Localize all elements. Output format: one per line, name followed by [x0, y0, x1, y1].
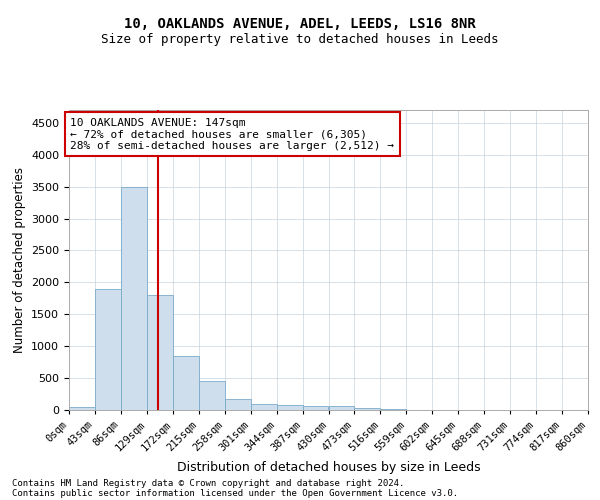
- Bar: [277, 405, 302, 410]
- Bar: [224, 400, 251, 410]
- Bar: [329, 406, 355, 410]
- Bar: [355, 408, 380, 410]
- Text: Size of property relative to detached houses in Leeds: Size of property relative to detached ho…: [101, 32, 499, 46]
- Text: 10 OAKLANDS AVENUE: 147sqm
← 72% of detached houses are smaller (6,305)
28% of s: 10 OAKLANDS AVENUE: 147sqm ← 72% of deta…: [70, 118, 394, 151]
- Bar: [95, 288, 121, 410]
- Y-axis label: Number of detached properties: Number of detached properties: [13, 167, 26, 353]
- Bar: [147, 295, 173, 410]
- Text: 10, OAKLANDS AVENUE, ADEL, LEEDS, LS16 8NR: 10, OAKLANDS AVENUE, ADEL, LEEDS, LS16 8…: [124, 18, 476, 32]
- Text: Contains HM Land Registry data © Crown copyright and database right 2024.: Contains HM Land Registry data © Crown c…: [12, 478, 404, 488]
- Text: Contains public sector information licensed under the Open Government Licence v3: Contains public sector information licen…: [12, 488, 458, 498]
- Bar: [251, 404, 277, 410]
- Bar: [302, 406, 329, 410]
- Bar: [199, 382, 224, 410]
- Bar: [121, 186, 147, 410]
- Bar: [69, 407, 95, 410]
- Bar: [173, 356, 199, 410]
- X-axis label: Distribution of detached houses by size in Leeds: Distribution of detached houses by size …: [176, 461, 481, 474]
